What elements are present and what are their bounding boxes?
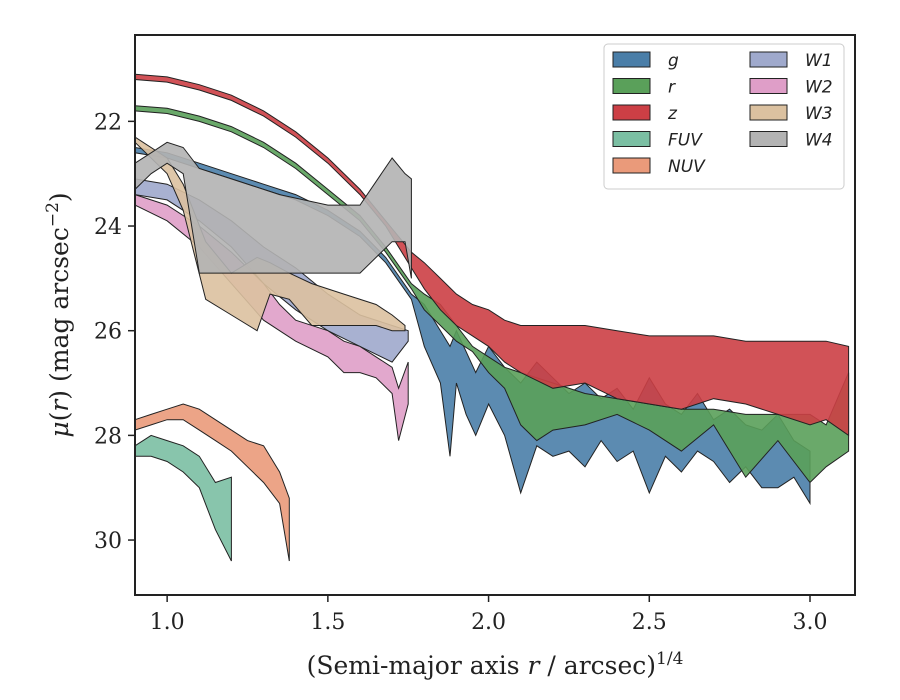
legend-label-g: g <box>668 51 679 71</box>
x-tick-label: 2.0 <box>471 610 506 635</box>
y-tick-label: 24 <box>94 215 122 240</box>
legend-swatch-fuv <box>612 131 651 147</box>
y-tick-label: 22 <box>94 110 122 135</box>
legend-label-fuv: FUV <box>668 131 703 151</box>
legend-label-w1: W1 <box>805 51 833 71</box>
plot-frame <box>134 34 856 596</box>
x-tick-label: 1.0 <box>150 610 185 635</box>
y-axis-label: μ(r) (mag arcsec−2) <box>43 192 74 437</box>
y-tick-label: 30 <box>94 529 122 554</box>
legend-label-w4: W4 <box>805 131 833 151</box>
series-band-w4 <box>134 141 412 279</box>
legend-swatch-w3 <box>749 104 788 121</box>
legend-label-w3: W3 <box>805 104 833 124</box>
series-band-nuv <box>134 403 290 562</box>
legend-swatch-w1 <box>749 51 788 68</box>
series-band-fuv <box>134 434 232 562</box>
legend: grz FUV NUV W1 W2 W3 W4 <box>603 43 845 190</box>
legend-swatch-z <box>612 104 651 121</box>
x-tick-label: 3.0 <box>793 610 828 635</box>
series-band-r <box>134 105 850 484</box>
legend-label-w2: W2 <box>805 78 833 98</box>
x-tick-label: 1.5 <box>310 610 345 635</box>
y-tick-label: 28 <box>94 424 122 449</box>
legend-swatch-nuv <box>612 157 651 174</box>
legend-swatch-r <box>612 78 651 94</box>
x-axis-label: (Semi-major axis r / arcsec)1/4 <box>307 649 684 680</box>
legend-swatch-w4 <box>749 131 788 147</box>
legend-swatch-g <box>612 51 651 68</box>
y-axis-ticks: 22 24 26 28 30 <box>94 110 135 554</box>
x-tick-label: 2.5 <box>632 610 667 635</box>
y-tick-label: 26 <box>94 320 122 345</box>
legend-label-r: r <box>668 78 676 98</box>
legend-label-z: z <box>667 104 678 124</box>
series-areas <box>134 73 850 562</box>
x-axis-ticks: 1.0 1.5 2.0 2.5 3.0 <box>150 595 828 635</box>
legend-swatch-w2 <box>749 78 788 94</box>
legend-label-nuv: NUV <box>668 157 706 177</box>
